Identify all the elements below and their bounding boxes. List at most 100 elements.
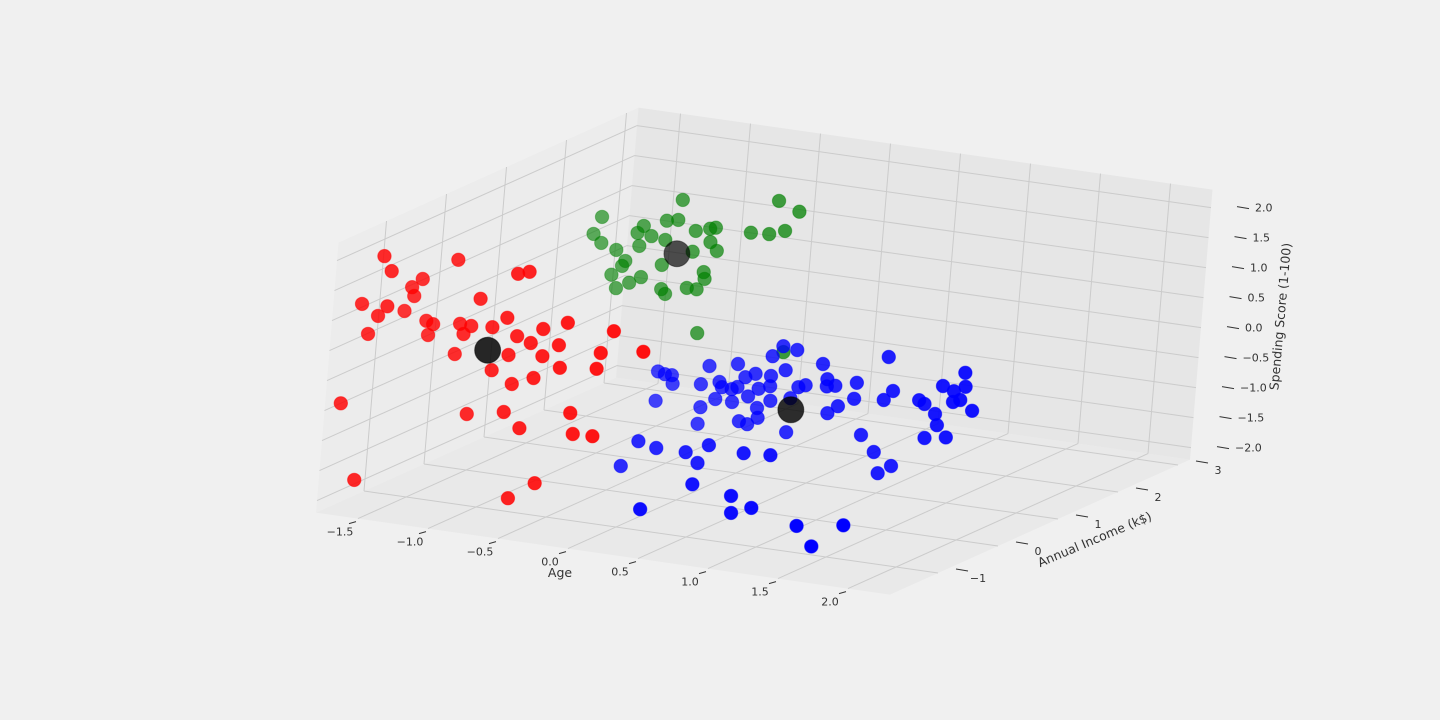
data-point bbox=[649, 440, 664, 456]
x-tick-label: 2.0 bbox=[821, 596, 839, 609]
data-point bbox=[384, 263, 399, 279]
data-point bbox=[958, 365, 973, 381]
data-point bbox=[777, 223, 793, 239]
data-point bbox=[589, 361, 604, 377]
grid-line bbox=[363, 490, 939, 574]
data-point bbox=[608, 280, 624, 296]
data-point bbox=[819, 379, 835, 394]
data-point bbox=[360, 326, 376, 342]
data-point bbox=[633, 269, 649, 285]
data-point bbox=[883, 458, 899, 474]
data-point bbox=[485, 319, 500, 335]
data-point bbox=[377, 248, 392, 264]
data-point bbox=[702, 358, 717, 374]
data-point bbox=[743, 225, 759, 240]
data-point bbox=[846, 391, 862, 407]
x-tick bbox=[558, 551, 567, 555]
data-point bbox=[792, 204, 807, 219]
grid-line bbox=[634, 155, 1209, 239]
grid-line bbox=[727, 123, 751, 394]
data-point bbox=[917, 430, 932, 446]
grid-line bbox=[334, 155, 635, 292]
x-tick-label: −1.0 bbox=[397, 536, 424, 549]
data-point bbox=[739, 416, 755, 432]
z-tick-label: −2.0 bbox=[1235, 442, 1262, 455]
grid-line bbox=[637, 423, 939, 560]
data-point bbox=[563, 405, 578, 421]
data-point bbox=[736, 445, 751, 461]
data-point bbox=[636, 344, 651, 360]
data-point bbox=[609, 242, 624, 258]
data-point bbox=[354, 296, 370, 312]
grid-line bbox=[336, 125, 638, 262]
grid-line bbox=[707, 433, 1009, 570]
data-point bbox=[501, 347, 516, 363]
x-tick-label: 1.0 bbox=[681, 576, 699, 589]
y-tick bbox=[1015, 541, 1029, 545]
data-point bbox=[723, 488, 739, 504]
grid-line bbox=[316, 365, 618, 502]
grid-line bbox=[1007, 163, 1031, 434]
z-tick bbox=[1226, 326, 1240, 330]
data-point bbox=[631, 433, 646, 449]
data-point bbox=[522, 264, 537, 280]
y-tick bbox=[1075, 514, 1089, 518]
data-point bbox=[526, 370, 541, 386]
data-point bbox=[964, 403, 980, 419]
data-point bbox=[778, 362, 793, 378]
grid-line bbox=[357, 383, 659, 520]
data-point bbox=[693, 376, 709, 392]
x-tick bbox=[838, 591, 847, 595]
data-point bbox=[830, 398, 846, 414]
data-point bbox=[657, 286, 673, 302]
data-point bbox=[474, 336, 502, 364]
grid-line bbox=[363, 220, 387, 492]
data-point bbox=[945, 394, 961, 410]
data-point bbox=[777, 396, 805, 424]
data-point bbox=[790, 342, 805, 358]
data-point bbox=[551, 337, 567, 353]
z-tick bbox=[1224, 356, 1237, 360]
grid-line bbox=[483, 166, 507, 438]
data-point bbox=[688, 223, 704, 239]
grid-line bbox=[324, 275, 625, 412]
data-point bbox=[771, 193, 787, 209]
data-point bbox=[693, 399, 708, 415]
data-point bbox=[701, 437, 717, 453]
data-point bbox=[776, 338, 791, 354]
data-point bbox=[500, 490, 516, 506]
data-point bbox=[836, 518, 851, 533]
data-point bbox=[380, 299, 395, 314]
data-point bbox=[459, 406, 474, 422]
data-point bbox=[604, 267, 619, 282]
z-tick bbox=[1234, 236, 1247, 240]
data-point bbox=[621, 275, 637, 290]
data-point bbox=[744, 500, 759, 516]
data-point bbox=[613, 458, 628, 474]
data-point bbox=[347, 472, 362, 488]
data-point bbox=[370, 308, 386, 324]
data-point bbox=[763, 447, 778, 463]
data-point bbox=[804, 539, 819, 554]
grid-line bbox=[619, 335, 1194, 419]
y-tick-label: 1 bbox=[1095, 518, 1102, 531]
data-point bbox=[671, 212, 686, 228]
z-tick-label: 1.5 bbox=[1253, 232, 1271, 245]
y-tick-label: −1 bbox=[970, 572, 986, 585]
data-point bbox=[644, 228, 659, 244]
grid-line bbox=[543, 139, 567, 411]
data-point bbox=[730, 356, 746, 372]
data-point bbox=[594, 235, 609, 251]
data-point bbox=[885, 383, 901, 399]
data-point bbox=[917, 396, 932, 412]
grid-line bbox=[616, 365, 1192, 449]
grid bbox=[316, 112, 1212, 590]
data-point bbox=[750, 410, 765, 426]
grid-line bbox=[777, 443, 1079, 580]
data-point bbox=[876, 392, 891, 408]
data-point bbox=[689, 282, 704, 297]
data-point bbox=[748, 366, 763, 382]
data-point bbox=[451, 252, 466, 268]
data-point bbox=[663, 240, 691, 268]
